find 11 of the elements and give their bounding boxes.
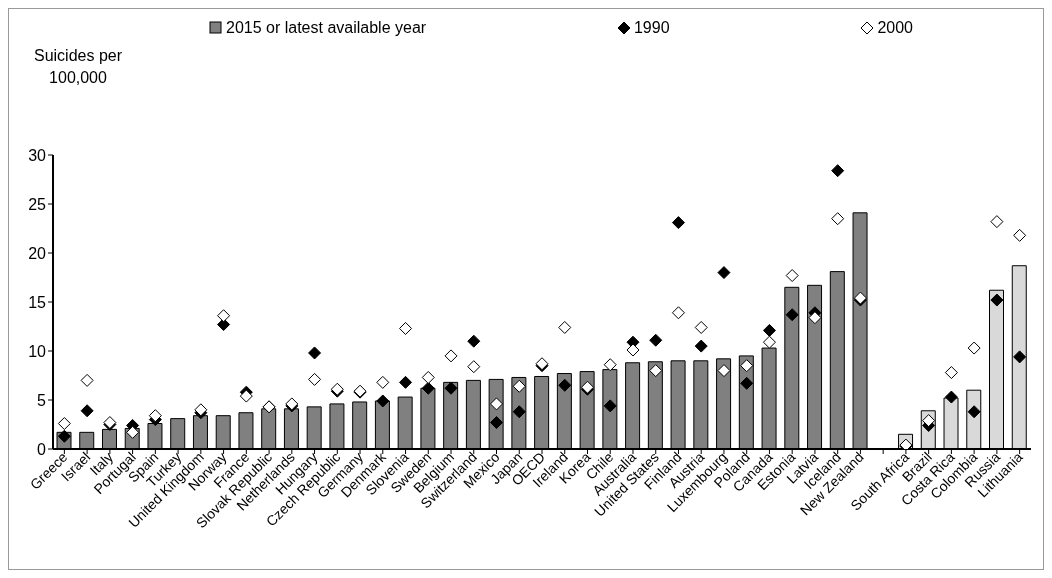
y-tick-label: 20 <box>28 244 47 262</box>
legend-label: 2000 <box>877 19 913 37</box>
y-tick-label: 30 <box>28 146 47 164</box>
y-tick-label: 10 <box>28 342 47 360</box>
y-axis-title: Suicides per 100,000 <box>32 46 123 88</box>
y-tick-label: 15 <box>28 293 47 311</box>
y-tick-label: 5 <box>37 391 47 409</box>
legend-label: 1990 <box>633 19 670 37</box>
y-tick-label: 0 <box>37 440 47 458</box>
legend-label: 2015 or latest available year <box>226 19 427 37</box>
y-tick-label: 25 <box>28 195 47 213</box>
